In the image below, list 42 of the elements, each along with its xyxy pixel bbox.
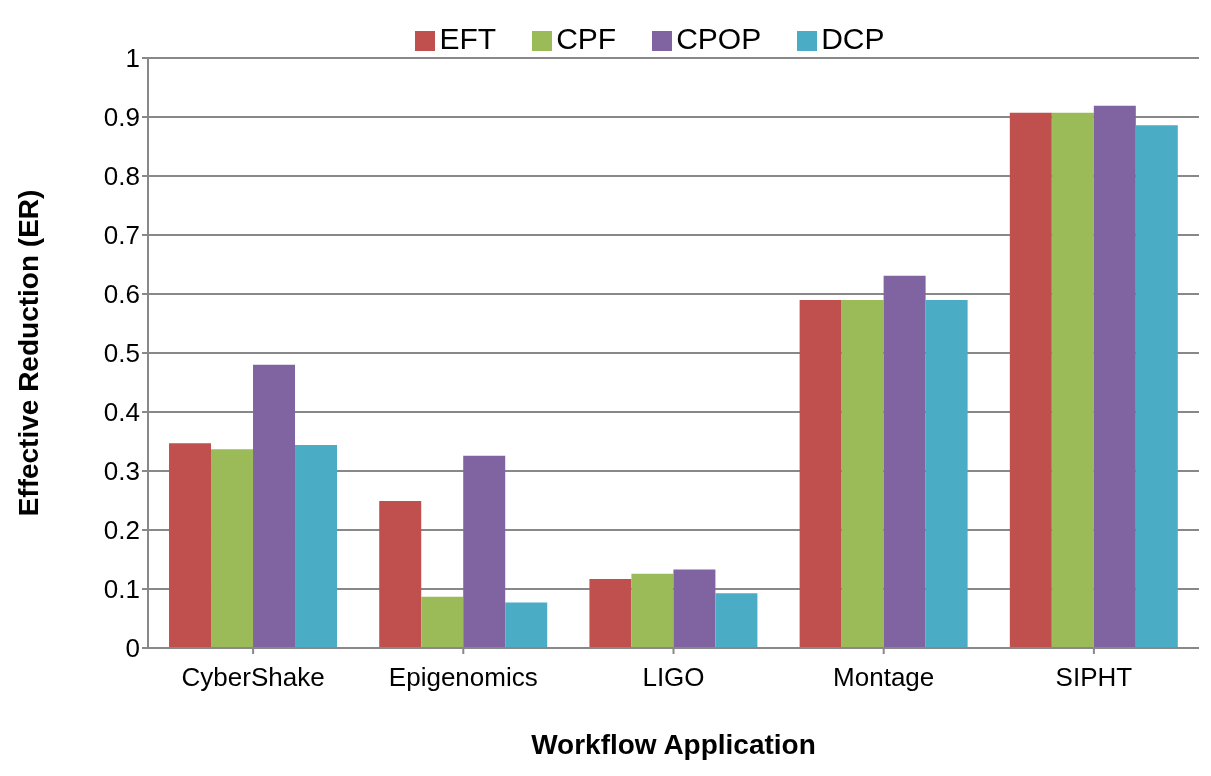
- y-tick-label: 0.7: [103, 220, 140, 251]
- x-tick-label: CyberShake: [181, 662, 325, 693]
- bar: [379, 501, 422, 648]
- x-tick-label: Montage: [833, 662, 935, 693]
- y-tick-label: 1: [125, 43, 140, 74]
- bar: [421, 596, 464, 648]
- y-tick-label: 0.4: [103, 397, 140, 428]
- y-tick-label: 0.1: [103, 574, 140, 605]
- x-tick-label: Epigenomics: [388, 662, 538, 693]
- legend-label: CPOP: [676, 22, 762, 55]
- bar: [1009, 112, 1052, 648]
- y-axis-title: Effective Reduction (ER): [12, 189, 44, 517]
- bar: [295, 445, 338, 648]
- bar: [505, 602, 548, 648]
- bar: [925, 299, 968, 648]
- bar: [715, 593, 758, 648]
- bar: [589, 578, 632, 648]
- y-tick-label: 0.6: [103, 279, 140, 310]
- legend-label: EFT: [439, 22, 497, 55]
- bar: [799, 299, 842, 648]
- x-axis-title: Workflow Application: [531, 729, 816, 760]
- bar: [253, 364, 296, 648]
- x-tick-label: LIGO: [642, 662, 705, 693]
- bar: [1051, 112, 1094, 648]
- bar: [841, 299, 884, 648]
- x-tick-label: SIPHT: [1055, 662, 1133, 693]
- y-tick-label: 0.2: [103, 515, 140, 546]
- y-tick-label: 0.9: [103, 102, 140, 133]
- bar: [211, 449, 254, 648]
- y-tick-label: 0: [125, 633, 140, 664]
- y-tick-label: 0.8: [103, 161, 140, 192]
- bar: [1135, 125, 1178, 648]
- bar: [883, 275, 926, 648]
- legend-label: CPF: [556, 22, 617, 55]
- bar: [463, 455, 506, 648]
- bar: [169, 443, 212, 648]
- y-tick-label: 0.5: [103, 338, 140, 369]
- bar: [1093, 105, 1136, 648]
- y-tick-label: 0.3: [103, 456, 140, 487]
- legend-label: DCP: [821, 22, 885, 55]
- bar: [673, 569, 716, 648]
- bar: [631, 573, 674, 648]
